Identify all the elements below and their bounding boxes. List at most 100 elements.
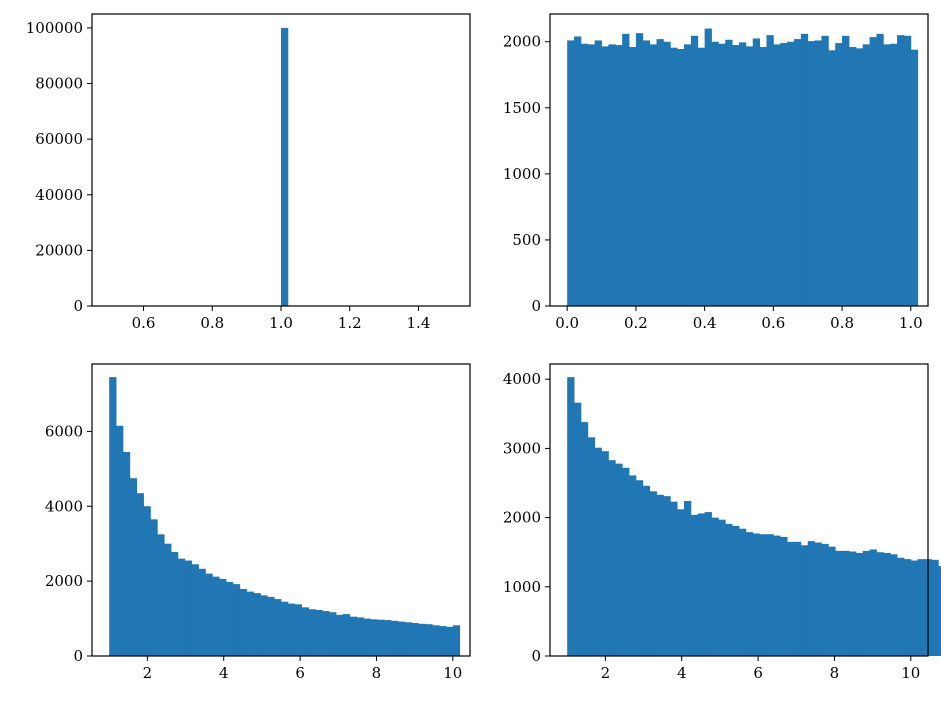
- histogram-bar: [281, 27, 289, 307]
- histogram-bar: [759, 534, 767, 656]
- histogram-bar: [814, 542, 822, 656]
- histogram-bar: [690, 35, 699, 306]
- histogram-bar: [704, 512, 712, 656]
- histogram-bar: [855, 48, 864, 307]
- histogram-bar: [725, 523, 733, 656]
- histogram-bar: [587, 44, 596, 307]
- histogram-bar: [711, 41, 719, 306]
- histogram-bar: [205, 573, 213, 656]
- histogram-bar: [184, 560, 193, 656]
- histogram-bar: [363, 618, 371, 656]
- axes-frame: [91, 363, 471, 657]
- histogram-bar: [931, 559, 939, 656]
- histogram-bar: [301, 607, 309, 656]
- histogram-bar: [752, 38, 761, 306]
- histogram-bar: [397, 621, 406, 656]
- histogram-bar: [150, 519, 158, 656]
- histogram-bar: [869, 549, 877, 656]
- histogram-bar: [800, 545, 809, 656]
- histogram-bar: [718, 519, 726, 656]
- histogram-bar: [198, 568, 206, 656]
- histogram-bar: [903, 35, 912, 306]
- histogram-bar: [814, 40, 822, 306]
- histogram-bar: [432, 625, 440, 656]
- histogram-bar: [842, 550, 850, 656]
- histogram-bar: [835, 550, 843, 656]
- y-tick-label: 4000: [503, 370, 541, 388]
- y-tick-label: 0: [531, 297, 541, 315]
- histogram-bar: [122, 451, 131, 656]
- histogram-bar: [601, 451, 609, 656]
- y-tick-label: 3000: [503, 439, 541, 457]
- histogram-bar: [642, 40, 651, 306]
- x-tick-label: 1.0: [899, 314, 923, 332]
- histogram-bar: [164, 543, 172, 656]
- histogram-bar: [739, 42, 747, 307]
- histogram-bar: [883, 44, 891, 307]
- x-tick-label: 2: [143, 664, 153, 682]
- histogram-bar: [670, 47, 678, 306]
- histogram-bar: [663, 41, 671, 306]
- histogram-bar: [239, 588, 248, 656]
- histogram-bar: [807, 541, 815, 656]
- panel-bottom-right: 2 4 6 8 10 0 1000 2000 3000 4000: [503, 363, 941, 682]
- x-tick-label: 0.8: [200, 314, 224, 332]
- histogram-bar: [260, 595, 268, 656]
- histogram-bar: [445, 626, 454, 656]
- histogram-bar: [370, 619, 378, 656]
- histogram-bar: [177, 558, 186, 656]
- histogram-bar: [601, 46, 609, 307]
- histogram-bar: [876, 33, 884, 307]
- x-tick-label: 1.0: [269, 314, 293, 332]
- histogram-bar: [629, 47, 637, 306]
- histogram-bar: [649, 44, 657, 307]
- histogram-bar: [869, 37, 877, 307]
- histogram-bar: [212, 576, 220, 656]
- histogram-bar: [903, 559, 912, 656]
- histogram-bar: [335, 614, 344, 656]
- histogram-bar: [780, 43, 788, 307]
- histogram-bar: [608, 44, 616, 307]
- histogram-bar: [329, 612, 337, 656]
- histogram-bar: [787, 541, 795, 656]
- x-tick-label: 0.4: [693, 314, 717, 332]
- histogram-bar: [718, 43, 726, 306]
- y-tick-label: 80000: [35, 75, 83, 93]
- histogram-bar: [697, 47, 706, 306]
- y-tick-label: 1000: [503, 165, 541, 183]
- histogram-bar: [862, 550, 870, 656]
- histogram-bar: [287, 603, 296, 656]
- x-tick-label: 8: [830, 664, 840, 682]
- x-tick-label: 0.8: [830, 314, 854, 332]
- histogram-bar: [828, 546, 836, 656]
- histogram-bar: [759, 47, 767, 306]
- histogram-bar: [377, 619, 385, 656]
- histogram-bar: [711, 517, 719, 656]
- histogram-bar: [615, 45, 623, 306]
- histogram-bar: [725, 39, 733, 306]
- histogram-bar: [439, 626, 447, 656]
- histogram-bar: [615, 463, 623, 656]
- histogram-bar: [773, 535, 781, 656]
- histogram-bar: [780, 536, 788, 656]
- y-tick-label: 0: [73, 297, 83, 315]
- histogram-bar: [349, 616, 357, 656]
- histogram-bar: [129, 478, 138, 656]
- histogram-bar: [890, 554, 898, 656]
- histogram-bar: [418, 623, 426, 656]
- panel-top-right: 0.0 0.2 0.4 0.6 0.8 1.0 0 500 1000 1500 2000: [503, 13, 929, 332]
- histogram-bar: [191, 564, 199, 656]
- y-tick-label: 2000: [45, 572, 83, 590]
- histogram-bar: [732, 525, 740, 656]
- histogram-bar: [766, 35, 774, 307]
- axes-frame: [549, 13, 929, 307]
- histogram-bar: [848, 47, 857, 306]
- histogram-bar: [821, 543, 829, 656]
- histogram-bar: [136, 493, 144, 656]
- histogram-bar: [322, 611, 330, 656]
- x-tick-label: 1.2: [338, 314, 362, 332]
- histogram-bar: [910, 560, 919, 656]
- histogram-bar: [425, 624, 433, 656]
- histogram-bar: [157, 534, 165, 656]
